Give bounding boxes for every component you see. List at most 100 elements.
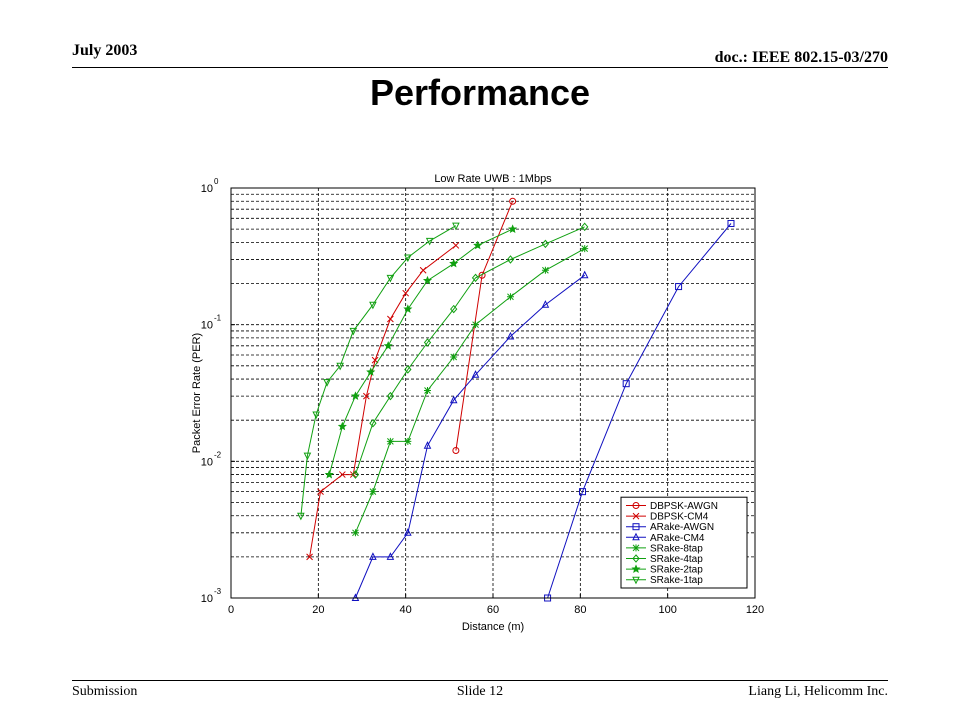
data-point — [478, 271, 486, 279]
series-srake-4tap — [351, 222, 589, 479]
header-divider — [72, 67, 888, 68]
data-point — [579, 488, 587, 496]
y-tick-base: 10 — [201, 183, 213, 195]
data-point — [632, 576, 640, 585]
data-point — [506, 255, 515, 264]
data-point — [422, 275, 433, 285]
legend-label: ARake-CM4 — [650, 533, 705, 544]
data-point — [632, 544, 640, 552]
legend-entry: SRake-8tap — [626, 543, 703, 554]
legend-label: SRake-2tap — [650, 565, 703, 576]
data-point — [424, 386, 431, 394]
data-point — [312, 411, 320, 420]
data-point — [363, 392, 370, 400]
legend-label: SRake-4tap — [650, 554, 703, 565]
y-tick-exponent: -2 — [214, 450, 222, 459]
series-srake-2tap — [324, 224, 518, 479]
data-point — [402, 289, 410, 297]
slide-title: Performance — [369, 72, 591, 113]
footer-author: Liang Li, Helicomm Inc. — [748, 684, 888, 699]
x-axis-label: Distance (m) — [462, 621, 524, 633]
series-dbpsk-cm4 — [306, 242, 460, 561]
data-point — [366, 367, 376, 376]
data-point — [369, 552, 377, 560]
data-point — [423, 338, 432, 347]
y-tick-exponent: 0 — [214, 177, 219, 186]
data-point — [369, 488, 377, 496]
data-point — [349, 327, 358, 336]
data-point — [404, 437, 412, 445]
data-point — [386, 274, 395, 283]
data-point — [297, 512, 305, 521]
y-tick-base: 10 — [201, 320, 213, 332]
data-point — [506, 331, 515, 340]
chart-title: Low Rate UWB : 1Mbps — [434, 173, 552, 185]
document-id: doc.: IEEE 802.15-03/270 — [714, 49, 888, 66]
data-point — [449, 395, 458, 404]
data-point — [337, 421, 347, 431]
legend-label: DBPSK-AWGN — [650, 501, 718, 512]
data-point — [581, 245, 589, 253]
data-point — [383, 341, 393, 350]
series-line — [354, 226, 585, 475]
series-line — [300, 225, 457, 516]
data-point — [541, 300, 550, 308]
legend-label: ARake-AWGN — [650, 522, 714, 533]
y-tick-base: 10 — [201, 593, 213, 605]
legend-label: SRake-8tap — [650, 543, 703, 554]
legend-entry: DBPSK-CM4 — [626, 512, 709, 523]
data-point — [450, 353, 458, 361]
legend-box — [620, 496, 748, 589]
data-point — [541, 266, 549, 274]
data-point — [386, 437, 394, 445]
data-point — [581, 222, 589, 232]
data-point — [349, 471, 357, 478]
data-point — [350, 391, 360, 400]
legend: DBPSK-AWGNDBPSK-CM4ARake-AWGNARake-CM4SR… — [620, 496, 748, 589]
data-point — [472, 321, 480, 329]
data-point — [323, 379, 331, 387]
legend-entry: SRake-2tap — [626, 564, 703, 576]
x-tick-label: 60 — [487, 604, 499, 616]
data-point — [632, 554, 640, 563]
series-line — [354, 248, 585, 533]
legend-label: DBPSK-CM4 — [650, 512, 709, 523]
data-point — [632, 532, 640, 541]
data-point — [387, 315, 394, 323]
series-line — [354, 274, 586, 599]
data-point — [508, 224, 518, 234]
data-point — [452, 242, 460, 249]
series-srake-8tap — [351, 245, 589, 537]
data-point — [632, 512, 640, 520]
data-point — [386, 552, 395, 560]
data-point — [471, 370, 480, 378]
data-point — [336, 362, 344, 371]
x-tick-label: 80 — [574, 604, 586, 616]
data-point — [351, 529, 359, 537]
data-point — [471, 273, 480, 283]
series-arake-awgn — [544, 219, 735, 602]
data-point — [338, 471, 346, 478]
series-line — [455, 201, 514, 451]
series-line — [547, 223, 732, 599]
y-tick-exponent: -1 — [214, 314, 222, 323]
y-tick-base: 10 — [201, 456, 213, 468]
x-tick-label: 20 — [312, 604, 324, 616]
x-tick-label: 120 — [746, 604, 764, 616]
slide-date: July 2003 — [72, 42, 138, 59]
data-point — [580, 270, 589, 279]
series-srake-1tap — [297, 222, 460, 521]
data-point — [622, 380, 630, 388]
x-tick-label: 40 — [400, 604, 412, 616]
data-point — [675, 283, 683, 291]
data-point — [632, 523, 640, 531]
data-point — [306, 553, 313, 561]
series-line — [309, 245, 457, 557]
data-point — [506, 293, 514, 301]
data-point — [303, 452, 312, 461]
footer-submission: Submission — [72, 684, 138, 699]
footer-divider — [72, 680, 888, 681]
data-point — [452, 447, 460, 455]
footer-slide-number: Slide 12 — [456, 684, 504, 699]
data-point — [403, 304, 413, 313]
